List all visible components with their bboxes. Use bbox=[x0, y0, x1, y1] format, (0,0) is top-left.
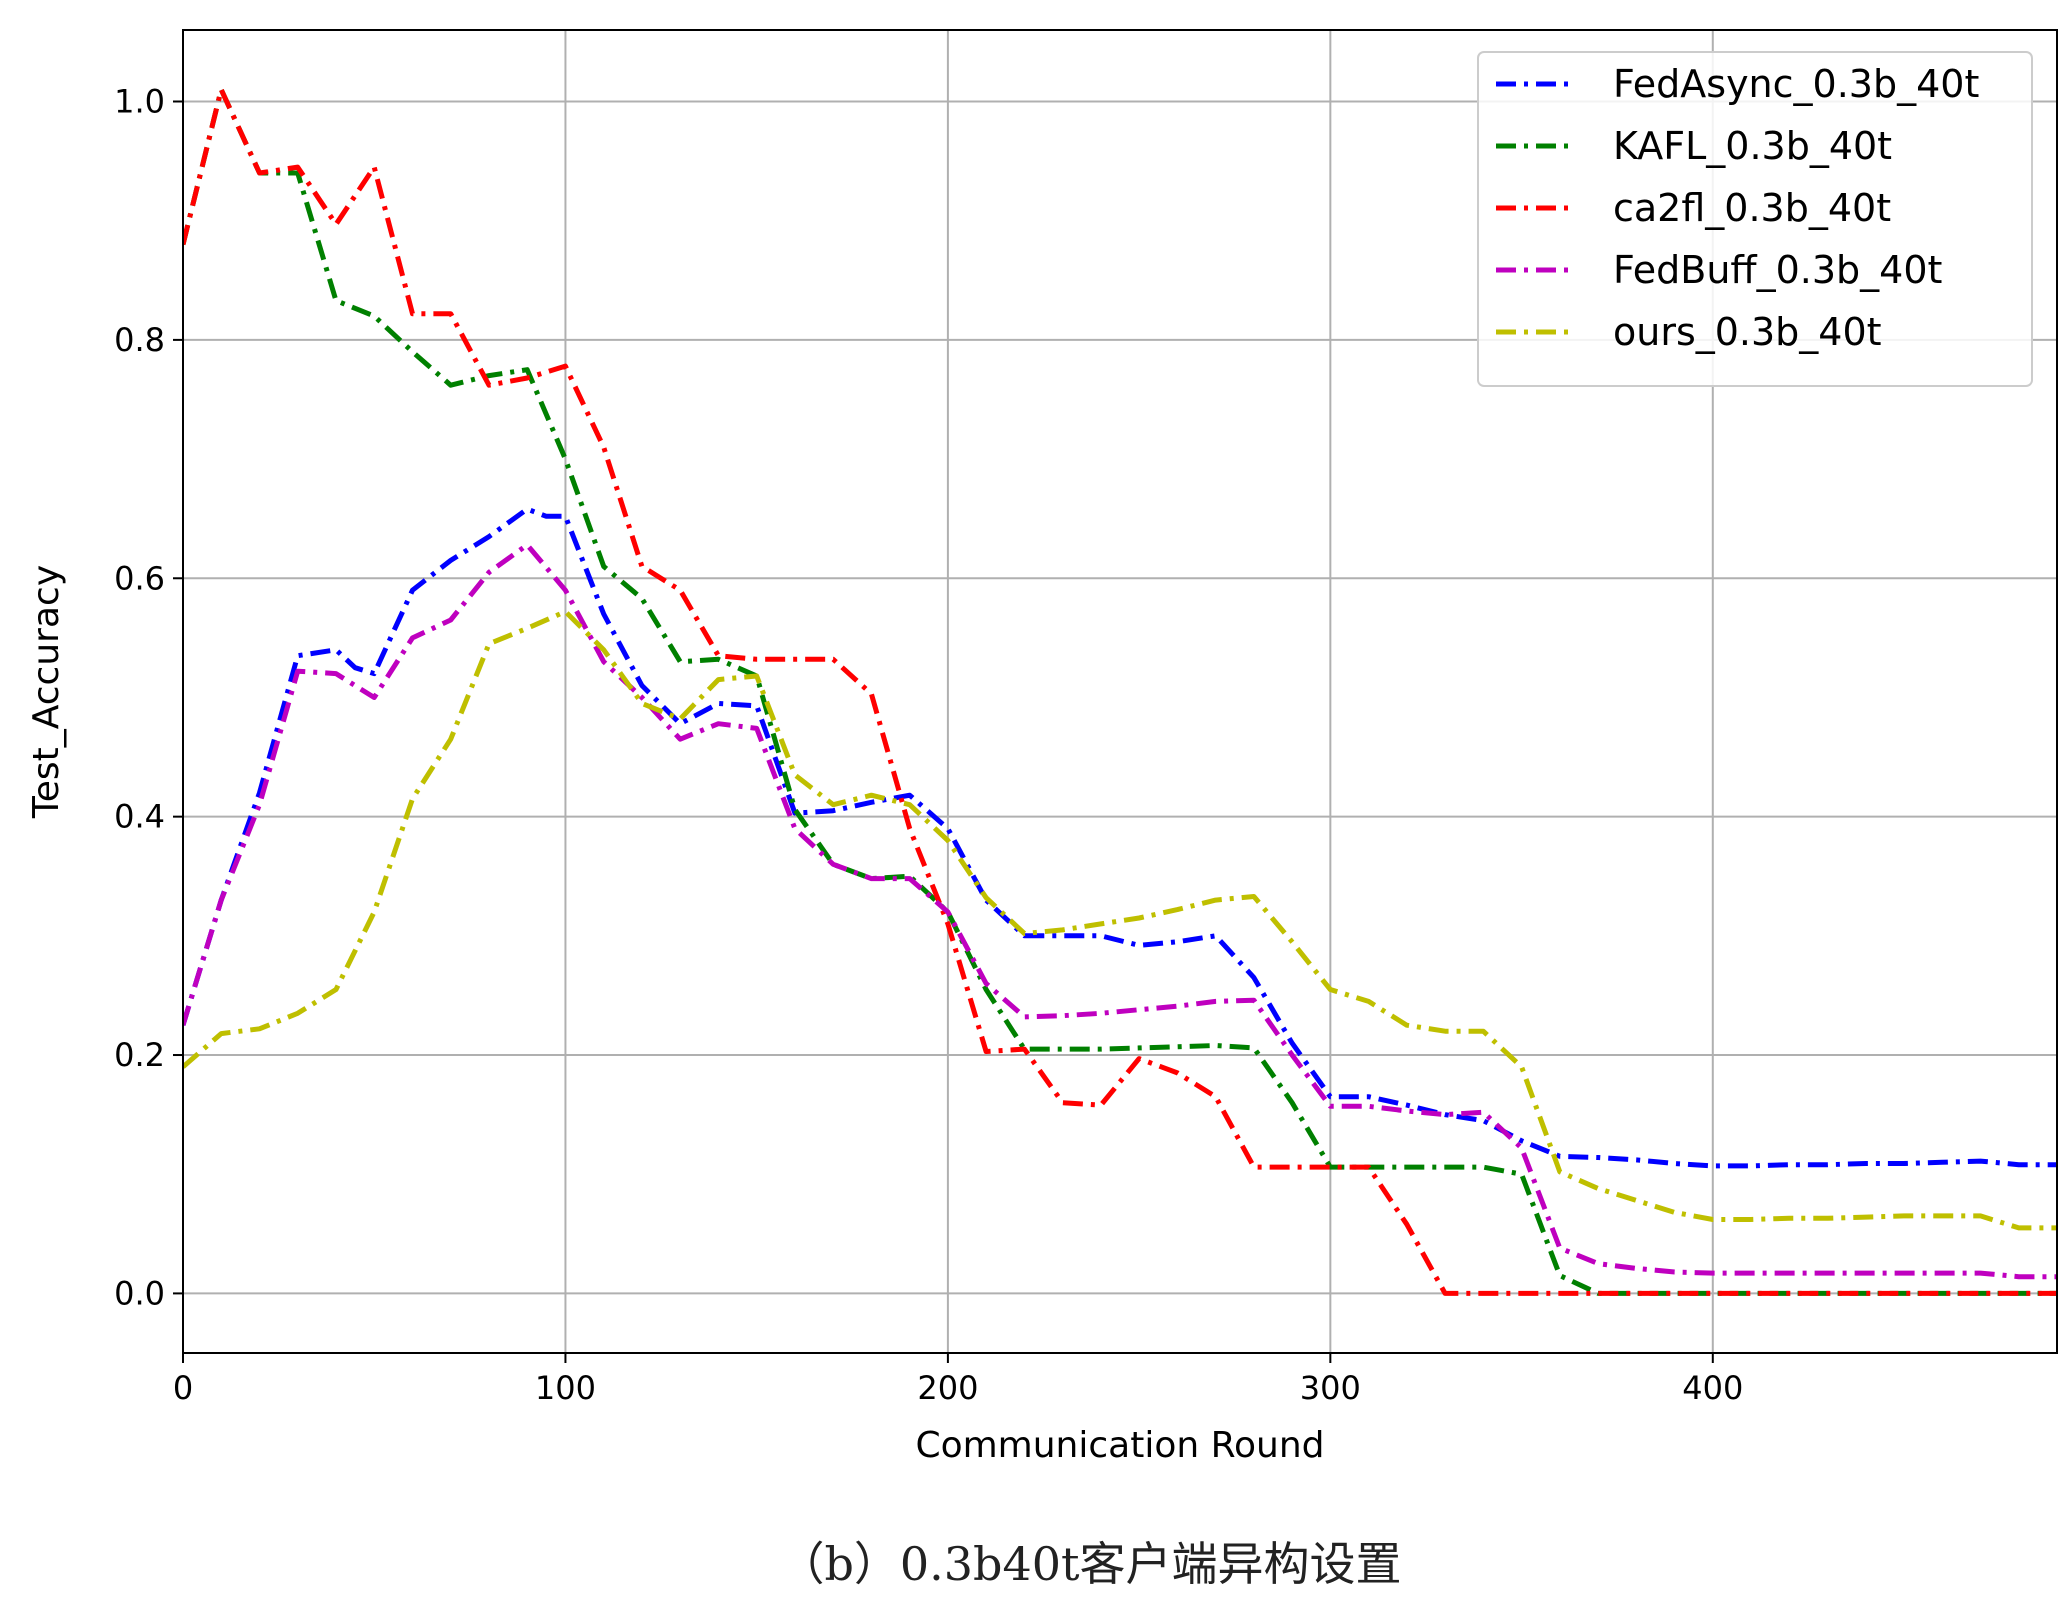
figure-caption: （b）0.3b40t客户端异构设置 bbox=[778, 1537, 1401, 1591]
y-tick-label: 0.6 bbox=[114, 559, 165, 597]
y-tick-label: 0.2 bbox=[114, 1036, 165, 1074]
y-tick-label: 0.8 bbox=[114, 321, 165, 359]
series-line-1 bbox=[183, 506, 2057, 1169]
ticks: 0 100 200 300 400 0.0 0.2 0.4 0.6 0.8 1.0 bbox=[114, 83, 1743, 1407]
y-tick-label: 1.0 bbox=[114, 83, 165, 121]
series-line-4 bbox=[183, 542, 2057, 1280]
legend-label-3: ca2fl_0.3b_40t bbox=[1613, 186, 1891, 230]
x-tick-label: 300 bbox=[1300, 1369, 1361, 1407]
legend-label-5: ours_0.3b_40t bbox=[1613, 310, 1882, 354]
legend-label-4: FedBuff_0.3b_40t bbox=[1613, 248, 1942, 292]
legend-label-2: KAFL_0.3b_40t bbox=[1613, 124, 1892, 168]
y-axis-label: Test_Accuracy bbox=[26, 565, 67, 819]
x-tick-label: 100 bbox=[535, 1369, 596, 1407]
series-layer bbox=[183, 87, 2057, 1296]
legend-label-1: FedAsync_0.3b_40t bbox=[1613, 62, 1979, 106]
x-tick-label: 400 bbox=[1682, 1369, 1743, 1407]
y-tick-label: 0.0 bbox=[114, 1274, 165, 1312]
y-tick-label: 0.4 bbox=[114, 798, 165, 836]
series-line-5 bbox=[183, 609, 2057, 1231]
x-tick-label: 200 bbox=[917, 1369, 978, 1407]
x-axis-label: Communication Round bbox=[915, 1425, 1324, 1466]
series-line-3 bbox=[183, 87, 2057, 1296]
legend: FedAsync_0.3b_40t KAFL_0.3b_40t ca2fl_0.3b… bbox=[1477, 51, 2033, 387]
legend-box bbox=[1477, 51, 2033, 387]
x-tick-label: 0 bbox=[173, 1369, 193, 1407]
plot-frame bbox=[182, 29, 2058, 1354]
series-line-2 bbox=[183, 87, 2057, 1296]
